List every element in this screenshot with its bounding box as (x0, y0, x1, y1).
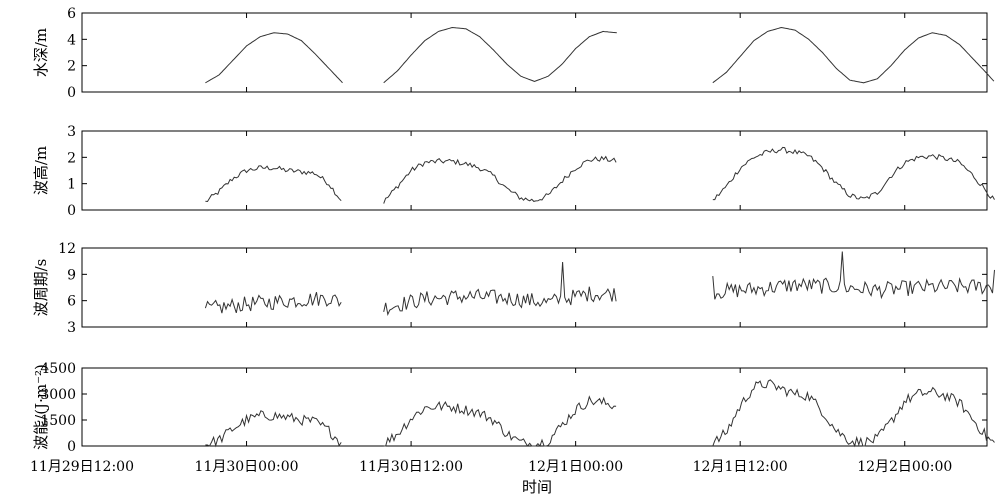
y-tick-label: 6 (67, 6, 76, 22)
series-line-wave-height (712, 146, 995, 201)
panel-frame (81, 12, 988, 93)
y-tick-label: 6 (67, 294, 76, 310)
y-tick-label: 4500 (40, 361, 76, 377)
series-line-wave-period (204, 292, 342, 314)
series-line-wave-period (383, 261, 617, 317)
series-line-wave-height (205, 165, 342, 203)
series-line-depth (712, 26, 995, 84)
series-line-depth (383, 26, 617, 84)
series-line-wave-energy (383, 395, 617, 447)
panel-frame (81, 130, 988, 211)
x-tick-label: 11月30日12:00 (359, 459, 463, 475)
panel-frame (81, 247, 988, 328)
series-line-wave-height (383, 155, 617, 204)
y-tick-label: 1500 (40, 413, 76, 429)
y-tick-label: 2 (67, 59, 76, 75)
x-axis-label: 时间 (522, 478, 552, 496)
y-tick-label: 3 (67, 124, 76, 140)
x-tick-label: 12月2日00:00 (857, 459, 952, 475)
y-tick-label: 9 (67, 267, 76, 283)
panel-wave-period: 3 6 9 12 波周期/s (32, 241, 995, 336)
series-line-wave-energy (712, 379, 995, 448)
y-tick-label: 3 (67, 320, 76, 336)
y-tick-label: 1 (67, 177, 76, 193)
y-tick-label: 2 (67, 150, 76, 166)
series-line-depth (205, 32, 343, 84)
x-tick-label: 12月1日12:00 (693, 459, 788, 475)
panel-depth: 0 2 4 6 水深/m (32, 6, 995, 101)
y-tick-label: 4 (67, 32, 76, 48)
y-tick-label: 12 (58, 241, 76, 257)
y-axis-label: 波能/(J·m⁻²) (32, 364, 50, 450)
panel-wave-height: 0 1 2 3 波高/m (32, 124, 995, 219)
x-tick-label: 12月1日00:00 (528, 459, 623, 475)
y-tick-label: 0 (67, 85, 76, 101)
y-tick-label: 0 (67, 203, 76, 219)
y-axis-label: 水深/m (32, 28, 50, 77)
y-tick-label: 0 (67, 439, 76, 455)
y-tick-label: 3000 (40, 387, 76, 403)
x-tick-label: 11月29日12:00 (30, 459, 134, 475)
panel-frame (81, 367, 988, 447)
y-axis-label: 波周期/s (32, 259, 50, 317)
series-line-wave-energy (205, 410, 342, 448)
series-line-wave-period (712, 251, 995, 300)
y-axis-label: 波高/m (32, 146, 50, 195)
x-tick-label: 11月30日00:00 (195, 459, 299, 475)
